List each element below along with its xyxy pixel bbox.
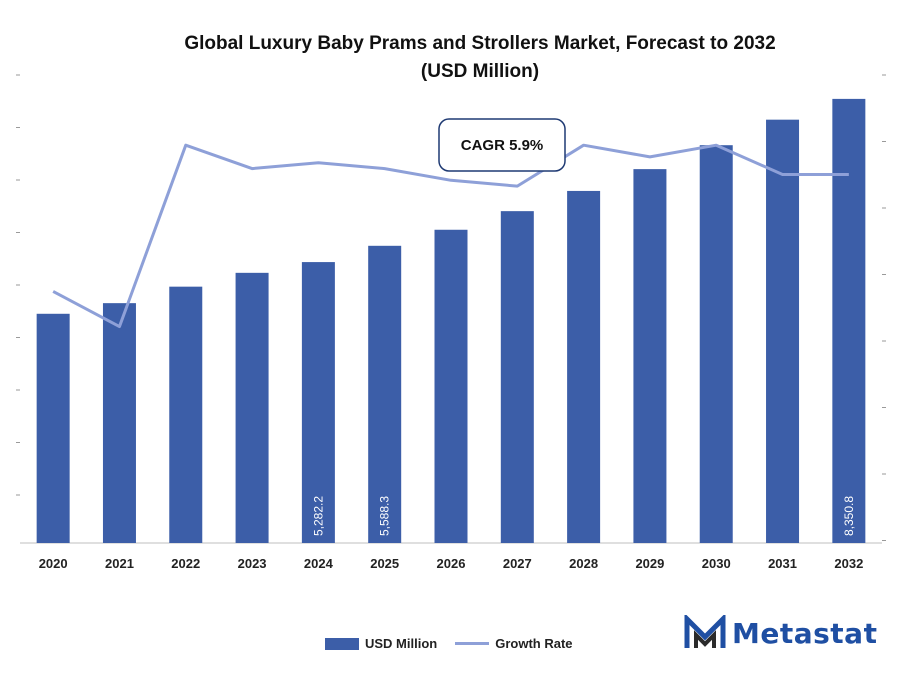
bar-2023 (235, 272, 269, 543)
x-axis-tick-labels: 2020 2021 2022 2023 2024 2025 2026 2027 2028 2029… (39, 556, 864, 571)
bar-2025 (368, 245, 402, 543)
bar-2031 (766, 119, 800, 543)
x-tick-label-2024: 2024 (304, 556, 334, 571)
metastat-logo: Metastat (684, 615, 877, 651)
x-tick-label-2028: 2028 (569, 556, 598, 571)
chart-title-line2: (USD Million) (420, 61, 540, 82)
x-tick-label-2027: 2027 (503, 556, 532, 571)
chart-title-line1: Global Luxury Baby Prams and Strollers M… (184, 33, 776, 54)
legend-line-label: Growth Rate (495, 636, 573, 651)
x-tick-label-2030: 2030 (702, 556, 731, 571)
bar-data-labels: 5,282.2 5,588.3 8,350.8 (311, 496, 855, 536)
x-tick-label-2022: 2022 (171, 556, 200, 571)
x-tick-label-2020: 2020 (39, 556, 68, 571)
x-tick-label-2029: 2029 (635, 556, 664, 571)
logo-text: Metastat (732, 616, 878, 650)
data-label-2025: 5,588.3 (378, 496, 392, 536)
data-label-2032: 8,350.8 (842, 496, 856, 536)
data-label-2024: 5,282.2 (311, 496, 325, 536)
bar-2027 (500, 211, 534, 544)
legend-bar-swatch (325, 637, 359, 650)
bar-2030 (699, 145, 733, 543)
bar-2024 (301, 262, 335, 543)
bar-2026 (434, 229, 468, 543)
x-tick-label-2026: 2026 (437, 556, 466, 571)
x-tick-label-2023: 2023 (238, 556, 267, 571)
growth-rate-series (52, 143, 849, 329)
bar-2021 (102, 303, 136, 543)
cagr-callout: CAGR 5.9% (438, 118, 566, 172)
x-tick-label-2025: 2025 (370, 556, 399, 571)
bar-2032 (832, 98, 866, 543)
x-tick-label-2032: 2032 (834, 556, 863, 571)
bar-2022 (169, 286, 203, 543)
legend-line-swatch (455, 642, 490, 645)
bar-2029 (633, 169, 667, 543)
x-tick-label-2031: 2031 (768, 556, 797, 571)
x-tick-label-2021: 2021 (105, 556, 134, 571)
cagr-label: CAGR 5.9% (461, 137, 544, 154)
bar-2020 (36, 313, 70, 543)
bar-series (36, 98, 866, 544)
metastat-m-icon (684, 615, 726, 648)
legend-bar-label: USD Million (365, 636, 438, 651)
legend: USD Million Growth Rate (325, 636, 573, 651)
bar-2028 (567, 190, 601, 543)
growth-rate-line (52, 143, 849, 329)
